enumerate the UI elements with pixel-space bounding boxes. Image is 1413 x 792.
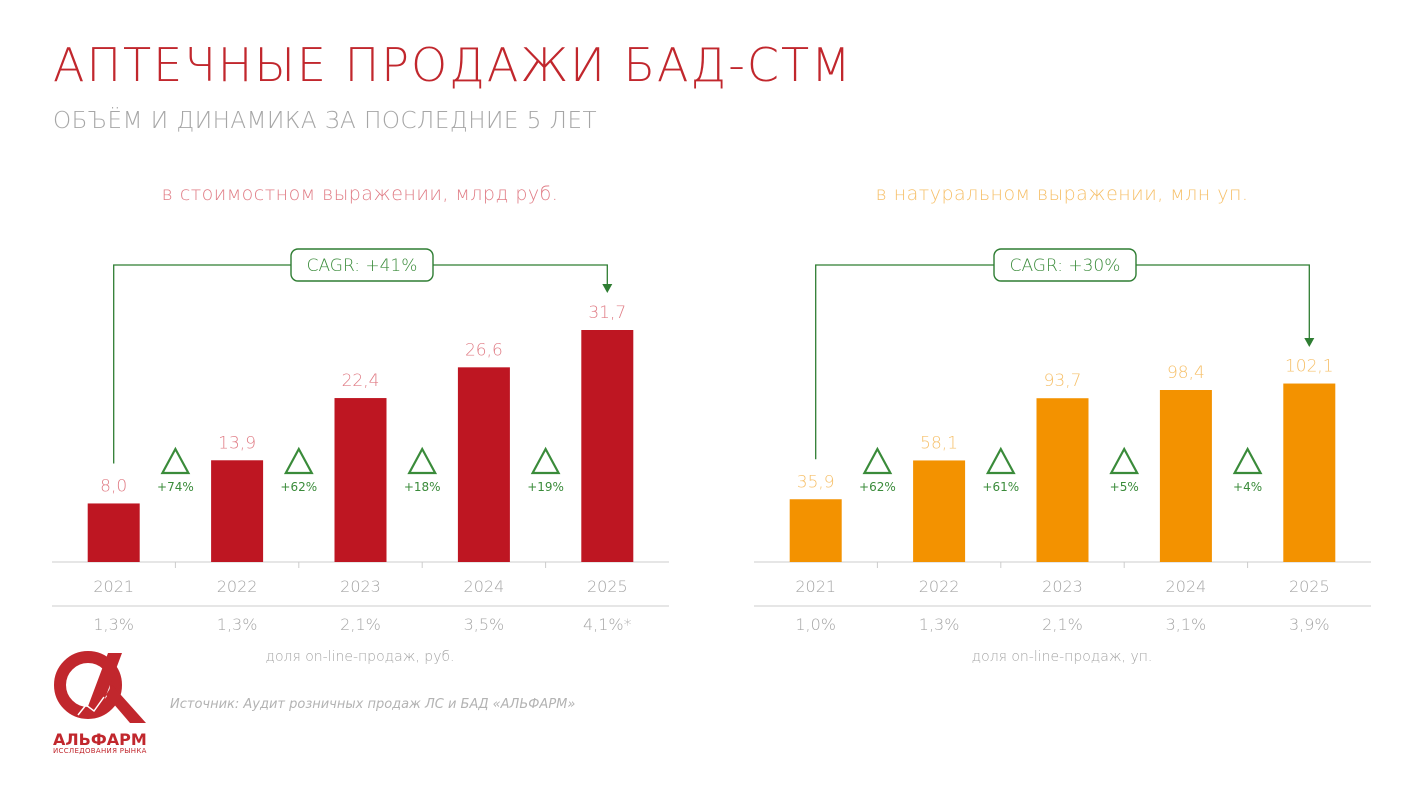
bar-value-label: 58,1: [920, 433, 958, 453]
bar: [1036, 398, 1089, 562]
growth-label: +62%: [280, 480, 317, 494]
online-share-value: 1,3%: [93, 615, 134, 634]
bar-value-label: 22,4: [342, 371, 380, 391]
online-share-value: 2,1%: [1042, 615, 1083, 634]
bar-value-label: 31,7: [588, 303, 626, 323]
online-share-value: 2,1%: [340, 615, 381, 634]
bar: [581, 330, 634, 562]
online-share-value: 4,1%*: [583, 615, 632, 634]
bar: [457, 367, 510, 562]
x-tick-label: 2023: [1042, 577, 1083, 596]
bar-value-label: 35,9: [797, 472, 835, 492]
x-tick-label: 2024: [1166, 577, 1207, 596]
cagr-arrow-icon: [1304, 338, 1315, 347]
cagr-bracket-left: [113, 264, 291, 464]
x-tick-label: 2021: [93, 577, 134, 596]
page-title: АПТЕЧНЫЕ ПРОДАЖИ БАД-СТМ: [53, 38, 853, 92]
x-tick-label: 2024: [464, 577, 505, 596]
x-tick-label: 2022: [919, 577, 960, 596]
bar: [87, 503, 140, 562]
online-share-value: 1,3%: [919, 615, 960, 634]
bar: [913, 460, 966, 562]
growth-delta-icon: [530, 446, 561, 475]
bar-value-label: 93,7: [1044, 371, 1082, 391]
bar-value-label: 13,9: [218, 433, 256, 453]
x-tick-label: 2021: [795, 577, 836, 596]
growth-delta-icon: [407, 446, 438, 475]
cagr-bracket-left: [815, 264, 994, 460]
cagr-badge: [290, 248, 434, 282]
bar: [789, 499, 842, 562]
growth-label: +5%: [1110, 480, 1139, 494]
growth-delta-icon: [1109, 446, 1140, 475]
page-subtitle: ОБЪЁМ И ДИНАМИКА ЗА ПОСЛЕДНИЕ 5 ЛЕТ: [53, 108, 598, 134]
bar: [1159, 390, 1212, 562]
growth-label: +18%: [404, 480, 441, 494]
growth-label: +4%: [1233, 480, 1262, 494]
x-tick-label: 2025: [1289, 577, 1330, 596]
source-note: Источник: Аудит розничных продаж ЛС и БА…: [170, 697, 576, 712]
online-share-caption: доля on-line-продаж, уп.: [972, 649, 1153, 665]
bar: [211, 460, 264, 562]
bar-value-label: 8,0: [100, 476, 127, 496]
growth-label: +61%: [982, 480, 1019, 494]
growth-delta-icon: [985, 446, 1016, 475]
growth-delta-icon: [1232, 446, 1263, 475]
logo-tagline: ИССЛЕДОВАНИЯ РЫНКА: [53, 747, 147, 755]
x-tick-label: 2022: [217, 577, 258, 596]
bar-value-label: 102,1: [1285, 357, 1334, 377]
growth-label: +74%: [157, 480, 194, 494]
x-tick-label: 2023: [340, 577, 381, 596]
online-share-value: 3,9%: [1289, 615, 1330, 634]
cagr-badge: [993, 248, 1137, 282]
growth-label: +19%: [527, 480, 564, 494]
chart-heading: в стоимостном выражении, млрд руб.: [162, 183, 559, 205]
online-share-value: 3,5%: [464, 615, 505, 634]
cagr-arrow-icon: [602, 284, 613, 293]
growth-label: +62%: [859, 480, 896, 494]
bar-value-label: 98,4: [1167, 363, 1205, 383]
cagr-bracket-right: [433, 264, 608, 285]
bar: [334, 398, 387, 562]
online-share-value: 1,3%: [217, 615, 258, 634]
cagr-bracket-right: [1136, 264, 1310, 339]
logo-name: АЛЬФАРМ: [53, 730, 147, 749]
cagr-label: CAGR: +30%: [1010, 256, 1121, 276]
growth-delta-icon: [283, 446, 314, 475]
bar: [1283, 383, 1336, 562]
online-share-value: 3,1%: [1166, 615, 1207, 634]
alfarm-logo: [50, 645, 150, 729]
cagr-label: CAGR: +41%: [307, 256, 418, 276]
online-share-caption: доля on-line-продаж, руб.: [265, 649, 454, 665]
chart-heading: в натуральном выражении, млн уп.: [876, 183, 1249, 205]
growth-delta-icon: [160, 446, 191, 475]
growth-delta-icon: [862, 446, 893, 475]
online-share-value: 1,0%: [795, 615, 836, 634]
bar-value-label: 26,6: [465, 340, 503, 360]
x-tick-label: 2025: [587, 577, 628, 596]
